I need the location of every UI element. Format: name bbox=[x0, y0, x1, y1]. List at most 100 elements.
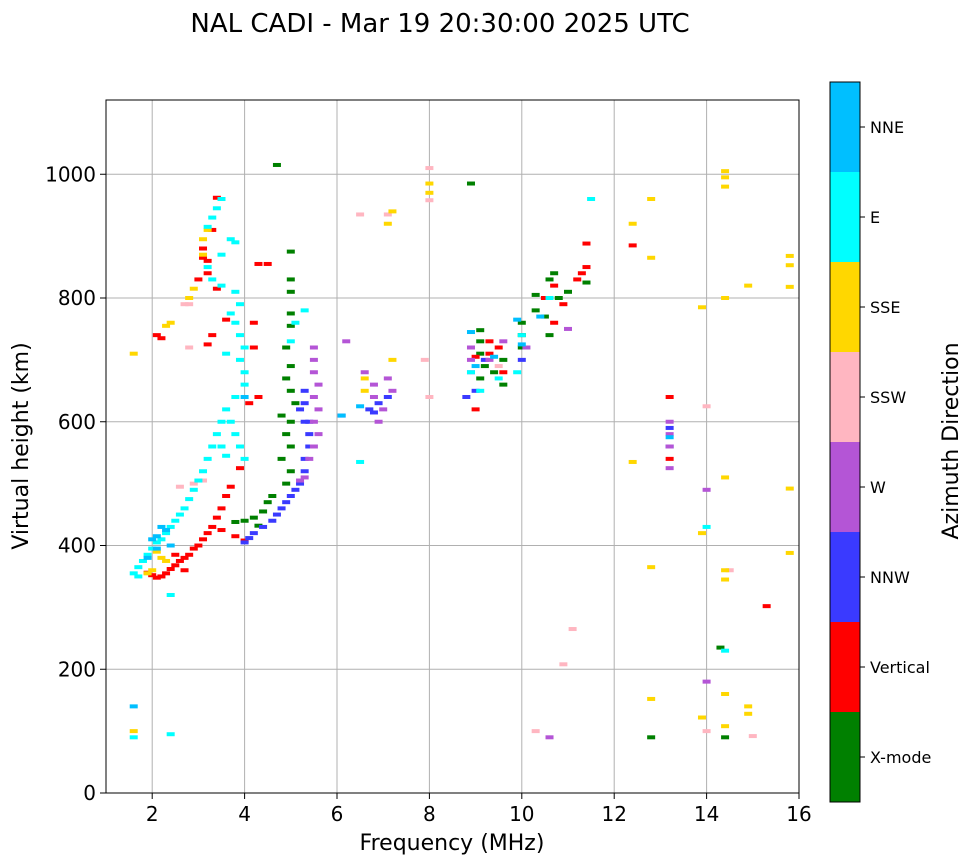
data-point bbox=[157, 574, 166, 579]
data-point bbox=[300, 419, 309, 424]
data-point bbox=[231, 395, 240, 399]
data-point bbox=[314, 407, 323, 412]
data-point bbox=[300, 308, 309, 313]
data-point bbox=[185, 302, 194, 307]
data-point bbox=[212, 286, 221, 291]
data-point bbox=[725, 568, 734, 573]
data-point bbox=[138, 558, 147, 563]
data-point bbox=[476, 388, 485, 393]
data-point bbox=[721, 724, 730, 729]
data-point bbox=[134, 574, 143, 579]
data-point bbox=[185, 345, 194, 350]
chart-title: NAL CADI - Mar 19 20:30:00 2025 UTC bbox=[190, 9, 689, 39]
data-point bbox=[282, 345, 291, 350]
data-point bbox=[785, 550, 794, 555]
data-point bbox=[180, 302, 189, 307]
colorbar-tick-label: SSE bbox=[870, 298, 900, 317]
data-point bbox=[476, 328, 485, 333]
data-point bbox=[425, 198, 434, 203]
x-tick-label: 2 bbox=[146, 802, 159, 826]
data-point bbox=[550, 271, 559, 276]
data-point bbox=[702, 679, 711, 684]
data-point bbox=[647, 565, 656, 570]
data-point bbox=[665, 425, 674, 430]
data-point bbox=[203, 258, 212, 263]
data-point bbox=[545, 296, 554, 300]
data-point bbox=[162, 571, 171, 576]
data-point bbox=[665, 419, 674, 424]
data-point bbox=[383, 376, 392, 381]
data-point bbox=[466, 370, 475, 375]
data-point bbox=[180, 506, 189, 511]
data-point bbox=[665, 432, 674, 437]
data-point bbox=[148, 546, 157, 551]
data-point bbox=[217, 283, 226, 288]
data-point bbox=[212, 432, 221, 437]
data-point bbox=[231, 432, 240, 437]
data-point bbox=[152, 549, 161, 554]
data-point bbox=[231, 289, 240, 294]
data-point bbox=[129, 735, 138, 740]
data-point bbox=[208, 444, 217, 449]
data-point bbox=[189, 481, 198, 486]
data-point bbox=[180, 568, 189, 573]
data-point bbox=[721, 568, 730, 573]
colorbar-tick-label: W bbox=[870, 478, 886, 497]
data-point bbox=[425, 166, 434, 171]
data-point bbox=[286, 444, 295, 449]
data-point bbox=[175, 558, 184, 563]
data-point bbox=[240, 518, 249, 523]
y-tick-label: 400 bbox=[58, 534, 96, 558]
data-point bbox=[217, 419, 226, 424]
data-point bbox=[628, 221, 637, 226]
data-point bbox=[152, 534, 161, 539]
data-point bbox=[222, 494, 231, 498]
data-point bbox=[249, 345, 258, 350]
data-point bbox=[277, 413, 286, 418]
data-point bbox=[697, 715, 706, 720]
data-point bbox=[171, 518, 180, 523]
data-point bbox=[587, 197, 596, 201]
data-point bbox=[217, 197, 226, 201]
data-point bbox=[189, 546, 198, 551]
data-point bbox=[466, 330, 475, 335]
data-point bbox=[194, 478, 203, 483]
data-point bbox=[305, 419, 314, 424]
data-point bbox=[152, 546, 161, 551]
data-point bbox=[282, 500, 291, 505]
data-point bbox=[296, 407, 305, 412]
data-point bbox=[226, 311, 235, 316]
data-point bbox=[263, 261, 272, 266]
data-point bbox=[337, 413, 346, 418]
data-point bbox=[185, 497, 194, 502]
colorbar-tick-label: X-mode bbox=[870, 748, 931, 767]
y-tick-label: 600 bbox=[58, 410, 96, 434]
data-point bbox=[291, 401, 300, 406]
x-tick-label: 10 bbox=[509, 802, 534, 826]
colorbar-tick-label: E bbox=[870, 208, 880, 227]
data-point bbox=[466, 345, 475, 350]
data-point bbox=[286, 339, 295, 344]
data-point bbox=[180, 555, 189, 560]
data-point bbox=[152, 575, 161, 580]
data-point bbox=[166, 567, 175, 572]
x-axis-label: Frequency (MHz) bbox=[360, 831, 545, 856]
data-point bbox=[388, 209, 397, 214]
data-point bbox=[208, 227, 217, 232]
colorbar-tick-label: Vertical bbox=[870, 658, 930, 677]
data-point bbox=[231, 519, 240, 524]
data-point bbox=[517, 342, 526, 347]
data-point bbox=[235, 357, 244, 362]
data-point bbox=[162, 558, 171, 563]
data-point bbox=[199, 246, 208, 251]
data-point bbox=[545, 277, 554, 282]
data-point bbox=[249, 531, 258, 536]
data-point bbox=[309, 357, 318, 362]
data-point bbox=[185, 296, 194, 300]
data-point bbox=[291, 487, 300, 492]
data-point bbox=[286, 249, 295, 254]
data-point bbox=[383, 395, 392, 399]
colorbar-frame bbox=[829, 81, 861, 803]
data-point bbox=[697, 531, 706, 536]
data-point bbox=[582, 280, 591, 285]
